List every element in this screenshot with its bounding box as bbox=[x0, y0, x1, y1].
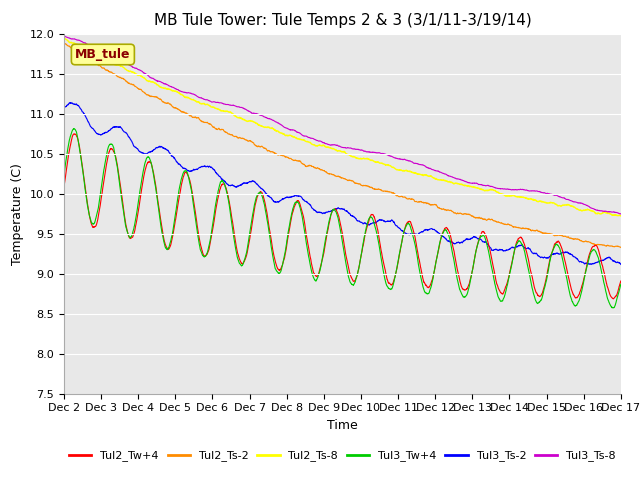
Text: MB_tule: MB_tule bbox=[75, 48, 131, 61]
Legend: Tul2_Tw+4, Tul2_Ts-2, Tul2_Ts-8, Tul3_Tw+4, Tul3_Ts-2, Tul3_Ts-8: Tul2_Tw+4, Tul2_Ts-2, Tul2_Ts-8, Tul3_Tw… bbox=[65, 446, 620, 466]
Title: MB Tule Tower: Tule Temps 2 & 3 (3/1/11-3/19/14): MB Tule Tower: Tule Temps 2 & 3 (3/1/11-… bbox=[154, 13, 531, 28]
Y-axis label: Temperature (C): Temperature (C) bbox=[11, 163, 24, 264]
X-axis label: Time: Time bbox=[327, 419, 358, 432]
